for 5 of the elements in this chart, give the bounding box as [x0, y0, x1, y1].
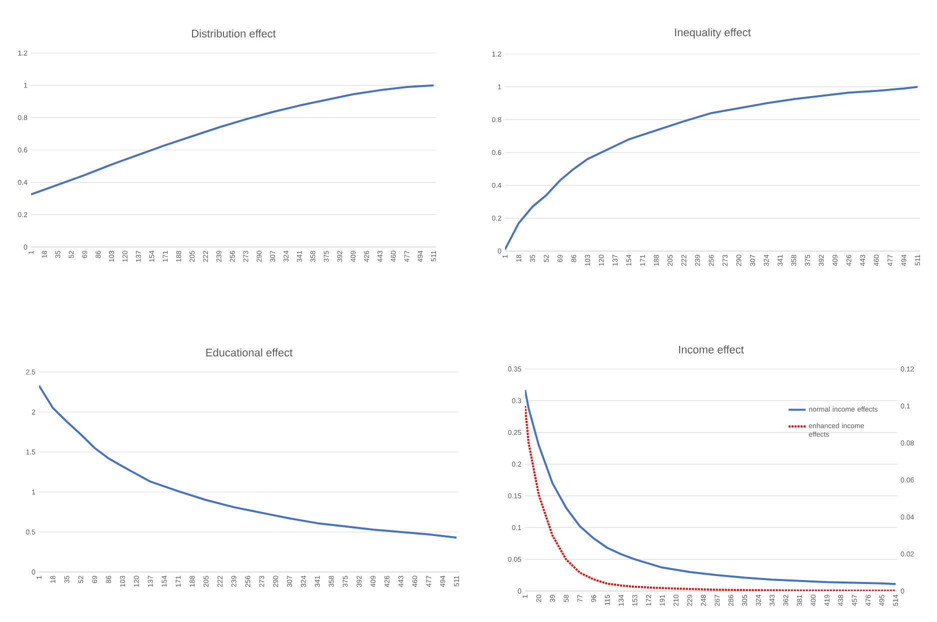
chart-title: Educational effect: [206, 348, 293, 356]
chart-title: Inequality effect: [675, 28, 751, 38]
chart-title: Income effect: [679, 345, 744, 354]
chart-title: Distribution effect: [192, 29, 276, 38]
line-series: [39, 384, 458, 539]
